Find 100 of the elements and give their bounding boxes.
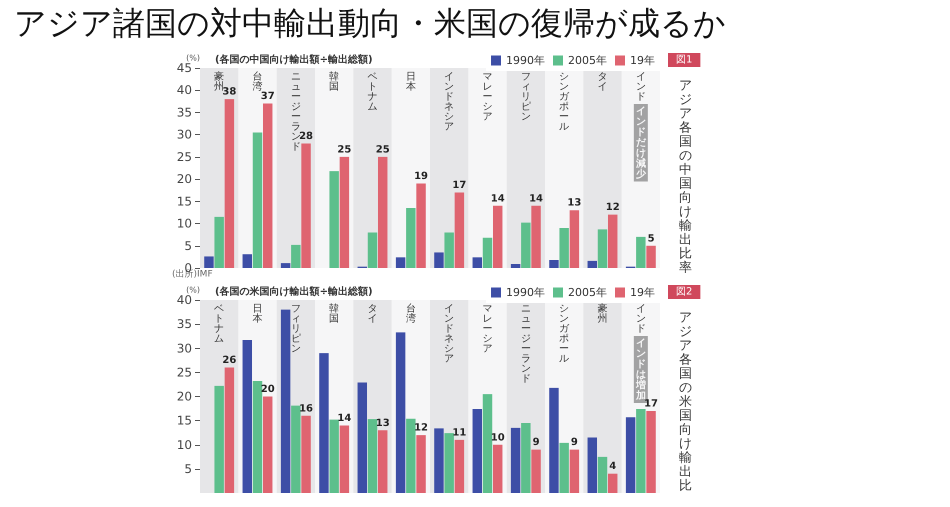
bar xyxy=(531,206,541,268)
y-tick-label: 10 xyxy=(176,216,192,231)
bar xyxy=(329,171,339,268)
bar xyxy=(588,438,598,493)
x-tick-label: 豪州 xyxy=(598,302,608,324)
bar xyxy=(559,442,569,493)
data-label: 11 xyxy=(452,427,466,438)
x-tick-label: マレーシア xyxy=(482,304,492,354)
x-tick-label: ベトナム xyxy=(214,304,224,344)
data-label: 9 xyxy=(532,437,540,448)
bar xyxy=(549,388,559,493)
bar xyxy=(280,263,290,268)
bar xyxy=(252,381,262,493)
x-tick-label: インドネシア xyxy=(444,72,454,132)
bar xyxy=(531,450,541,493)
legend-label: 1990年 xyxy=(506,54,546,67)
bar xyxy=(626,417,636,493)
bar xyxy=(416,184,426,268)
data-label: 14 xyxy=(529,193,544,204)
bar xyxy=(482,238,492,268)
y-tick-label: 15 xyxy=(176,194,192,208)
bar xyxy=(598,229,608,268)
bar xyxy=(224,368,234,493)
y-tick-label: 30 xyxy=(176,341,192,356)
x-tick-label: 台湾 xyxy=(252,70,262,92)
bar xyxy=(521,222,531,268)
bar xyxy=(608,474,618,493)
bar xyxy=(510,264,520,268)
bar xyxy=(492,444,502,493)
legend-label: 2005年 xyxy=(568,54,608,67)
bar xyxy=(368,419,378,493)
bar xyxy=(636,236,646,268)
y-tick-label: 35 xyxy=(176,105,192,120)
x-tick-label: タイ xyxy=(598,72,608,92)
data-label: 13 xyxy=(567,198,582,209)
data-label: 19 xyxy=(414,171,428,182)
x-tick-label: インド xyxy=(636,72,646,102)
bar xyxy=(262,396,272,493)
y-tick-label: 35 xyxy=(176,317,192,332)
bar xyxy=(521,423,531,493)
bar xyxy=(646,246,656,268)
bar xyxy=(378,156,388,268)
chart-title: アジア各国の米国向け輸出比 xyxy=(679,310,692,494)
bar xyxy=(559,228,569,268)
y-tick-label: 40 xyxy=(176,293,192,307)
bar xyxy=(280,310,290,493)
x-tick-label: 韓国 xyxy=(329,70,340,92)
data-label: 12 xyxy=(606,202,620,214)
legend-label: 19年 xyxy=(630,54,656,67)
bar xyxy=(570,450,580,493)
bar xyxy=(598,456,608,493)
y-tick-label: 25 xyxy=(176,365,192,380)
data-label: 14 xyxy=(337,412,352,424)
bar xyxy=(406,418,416,493)
caption: 図1 xyxy=(676,54,692,66)
bar xyxy=(340,425,350,493)
text: アジア諸国の対中輸出動向・米国の復帰が成るか xyxy=(14,3,726,44)
x-tick-label: 日本 xyxy=(406,72,416,92)
x-tick-label: フィリピン xyxy=(520,72,531,122)
bar xyxy=(301,416,311,493)
bar xyxy=(396,332,406,493)
chart-title: アジア各国の中国向け輸出比率 xyxy=(679,78,692,276)
bar xyxy=(492,206,502,268)
legend-label: 19年 xyxy=(630,286,656,299)
bar xyxy=(214,216,224,268)
x-tick-label: ニュージーランド xyxy=(520,304,531,384)
y-tick-label: 15 xyxy=(176,414,192,428)
bar xyxy=(646,410,656,493)
bar xyxy=(378,430,388,493)
annotation: インドは増加 xyxy=(634,338,646,402)
data-label: 9 xyxy=(570,437,578,448)
data-label: 4 xyxy=(609,461,616,472)
y-tick-label: 40 xyxy=(176,83,192,98)
y-tick-label: 25 xyxy=(176,150,192,164)
bar xyxy=(301,144,311,268)
x-tick-label: フィリピン xyxy=(290,304,301,354)
bar xyxy=(406,208,416,268)
y-tick-label: 5 xyxy=(184,238,192,253)
bar xyxy=(608,214,618,268)
x-tick-label: ベトナム xyxy=(368,72,378,112)
annotation: インドだけ減少 xyxy=(634,106,647,180)
bar xyxy=(482,394,492,493)
legend-label: 2005年 xyxy=(568,286,608,299)
bar xyxy=(262,104,272,268)
bar xyxy=(340,156,350,268)
bar xyxy=(636,409,646,493)
legend-label: 1990年 xyxy=(506,286,546,299)
bar xyxy=(434,252,444,268)
y-tick-label: 45 xyxy=(176,61,192,75)
y-axis-title: (%) xyxy=(186,286,200,294)
y-tick-label: 5 xyxy=(184,462,192,476)
data-label: 14 xyxy=(490,193,505,204)
bar xyxy=(214,386,224,493)
bar xyxy=(358,382,368,493)
data-label: 38 xyxy=(222,86,236,98)
bar xyxy=(242,254,252,268)
bar xyxy=(204,256,214,268)
bar xyxy=(454,440,464,493)
bar xyxy=(242,340,252,493)
data-label: 25 xyxy=(376,144,390,156)
